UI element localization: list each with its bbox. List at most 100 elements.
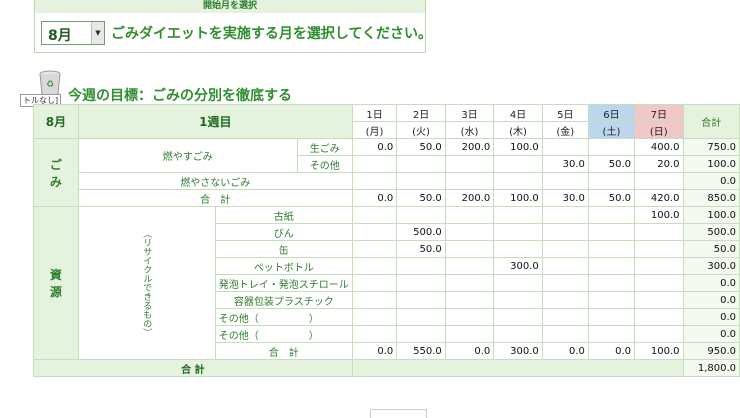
value-cell[interactable]: 30.0 xyxy=(541,189,589,207)
value-cell[interactable]: 0.0 xyxy=(351,342,398,360)
value-cell[interactable]: 0.0 xyxy=(351,189,398,207)
value-cell[interactable] xyxy=(444,155,495,173)
table-row: 合 計 0.0 550.0 0.0 300.0 0.0 0.0 100.0 950.0 xyxy=(34,342,740,360)
value-cell[interactable] xyxy=(351,274,398,292)
value-cell[interactable]: 100.0 xyxy=(493,138,543,156)
value-cell[interactable] xyxy=(493,325,543,343)
resource-item-label: 容器包装プラスチック xyxy=(214,291,353,309)
row-total: 0.0 xyxy=(682,308,740,326)
value-cell[interactable] xyxy=(634,223,684,241)
value-cell[interactable] xyxy=(541,274,589,292)
value-cell[interactable]: 200.0 xyxy=(444,138,495,156)
value-cell[interactable] xyxy=(396,308,446,326)
value-cell[interactable] xyxy=(587,257,636,275)
value-cell[interactable]: 100.0 xyxy=(493,189,543,207)
value-cell[interactable]: 50.0 xyxy=(587,155,636,173)
value-cell[interactable] xyxy=(634,172,684,190)
chevron-down-icon[interactable]: ▼ xyxy=(91,22,104,44)
value-cell[interactable] xyxy=(493,155,543,173)
value-cell[interactable] xyxy=(351,308,398,326)
value-cell[interactable]: 500.0 xyxy=(396,223,446,241)
value-cell[interactable] xyxy=(493,274,543,292)
value-cell[interactable] xyxy=(396,325,446,343)
value-cell[interactable] xyxy=(396,291,446,309)
value-cell[interactable] xyxy=(444,257,495,275)
value-cell[interactable] xyxy=(351,172,398,190)
value-cell[interactable] xyxy=(587,274,636,292)
value-cell[interactable] xyxy=(351,325,398,343)
value-cell[interactable] xyxy=(351,291,398,309)
value-cell[interactable]: 50.0 xyxy=(396,138,446,156)
value-cell[interactable] xyxy=(587,223,636,241)
value-cell[interactable] xyxy=(444,240,495,258)
value-cell[interactable] xyxy=(541,257,589,275)
value-cell[interactable] xyxy=(396,206,446,224)
value-cell[interactable] xyxy=(444,325,495,343)
value-cell[interactable]: 0.0 xyxy=(541,342,589,360)
value-cell[interactable] xyxy=(587,172,636,190)
value-cell[interactable] xyxy=(541,325,589,343)
value-cell[interactable]: 50.0 xyxy=(587,189,636,207)
value-cell[interactable] xyxy=(587,240,636,258)
table-row: びん 500.0 500.0 xyxy=(34,223,740,241)
value-cell[interactable] xyxy=(634,291,684,309)
value-cell[interactable] xyxy=(634,325,684,343)
value-cell[interactable] xyxy=(493,172,543,190)
value-cell[interactable]: 300.0 xyxy=(493,257,543,275)
value-cell[interactable] xyxy=(396,257,446,275)
value-cell[interactable] xyxy=(351,257,398,275)
value-cell[interactable] xyxy=(541,138,589,156)
value-cell[interactable]: 200.0 xyxy=(444,189,495,207)
value-cell[interactable] xyxy=(541,308,589,326)
value-cell[interactable] xyxy=(444,291,495,309)
value-cell[interactable] xyxy=(351,240,398,258)
value-cell[interactable]: 50.0 xyxy=(396,240,446,258)
value-cell[interactable] xyxy=(493,240,543,258)
month-select[interactable]: 8月 ▼ xyxy=(41,21,105,45)
value-cell[interactable] xyxy=(493,206,543,224)
value-cell[interactable] xyxy=(351,155,398,173)
value-cell[interactable] xyxy=(587,325,636,343)
value-cell[interactable] xyxy=(634,308,684,326)
value-cell[interactable]: 20.0 xyxy=(634,155,684,173)
value-cell[interactable] xyxy=(444,172,495,190)
value-cell[interactable] xyxy=(587,308,636,326)
value-cell[interactable]: 0.0 xyxy=(444,342,495,360)
value-cell[interactable] xyxy=(396,172,446,190)
value-cell[interactable] xyxy=(444,206,495,224)
value-cell[interactable] xyxy=(541,240,589,258)
value-cell[interactable] xyxy=(541,206,589,224)
month-instruction: ごみダイエットを実施する月を選択してください。 xyxy=(111,26,433,42)
table-row: 缶 50.0 50.0 xyxy=(34,240,740,258)
value-cell[interactable] xyxy=(493,223,543,241)
value-cell[interactable] xyxy=(444,274,495,292)
value-cell[interactable] xyxy=(493,291,543,309)
value-cell[interactable]: 0.0 xyxy=(587,342,636,360)
value-cell[interactable]: 0.0 xyxy=(351,138,398,156)
value-cell[interactable]: 100.0 xyxy=(634,342,684,360)
value-cell[interactable] xyxy=(541,291,589,309)
value-cell[interactable] xyxy=(444,308,495,326)
value-cell[interactable] xyxy=(396,274,446,292)
value-cell[interactable] xyxy=(351,206,398,224)
value-cell[interactable]: 400.0 xyxy=(634,138,684,156)
value-cell[interactable] xyxy=(634,240,684,258)
value-cell[interactable] xyxy=(444,223,495,241)
value-cell[interactable] xyxy=(587,138,636,156)
value-cell[interactable] xyxy=(634,257,684,275)
value-cell[interactable]: 50.0 xyxy=(396,189,446,207)
value-cell[interactable] xyxy=(587,206,636,224)
row-total: 950.0 xyxy=(682,342,740,360)
value-cell[interactable] xyxy=(587,291,636,309)
value-cell[interactable]: 300.0 xyxy=(493,342,543,360)
value-cell[interactable] xyxy=(396,155,446,173)
value-cell[interactable] xyxy=(541,223,589,241)
value-cell[interactable]: 100.0 xyxy=(634,206,684,224)
value-cell[interactable]: 420.0 xyxy=(634,189,684,207)
value-cell[interactable]: 550.0 xyxy=(396,342,446,360)
value-cell[interactable] xyxy=(634,274,684,292)
value-cell[interactable] xyxy=(493,308,543,326)
value-cell[interactable] xyxy=(541,172,589,190)
value-cell[interactable]: 30.0 xyxy=(541,155,589,173)
value-cell[interactable] xyxy=(351,223,398,241)
